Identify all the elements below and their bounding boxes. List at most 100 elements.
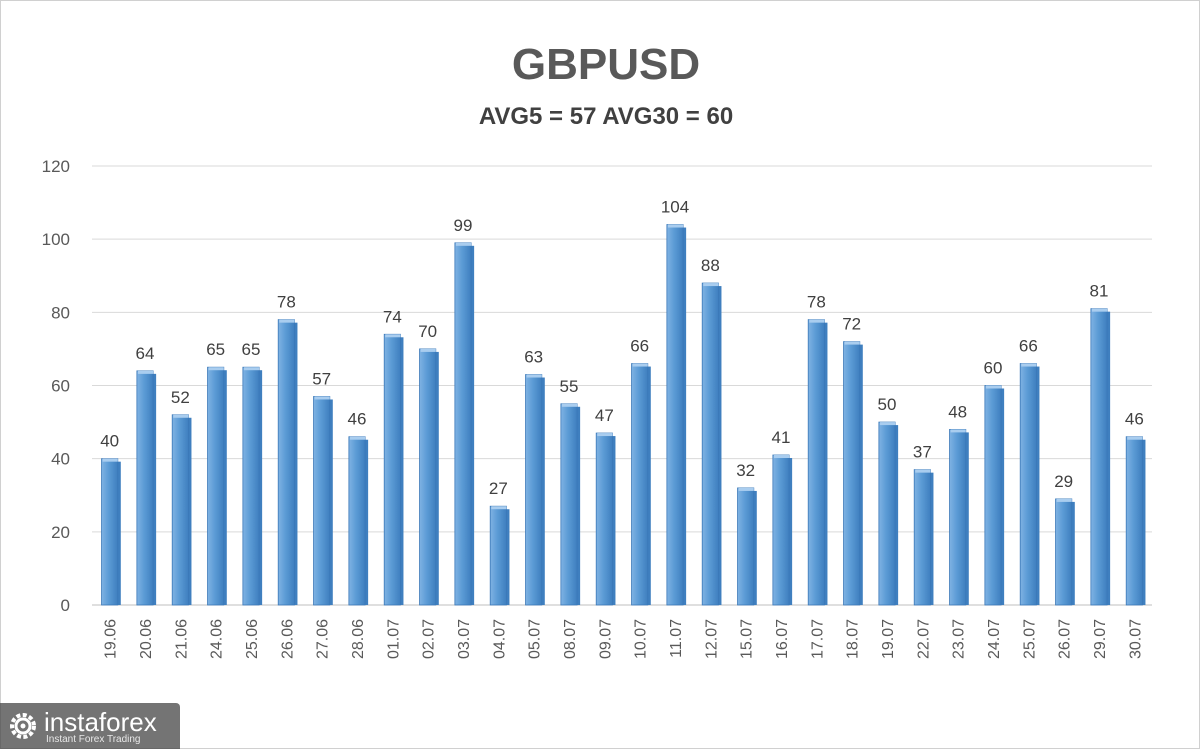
bar bbox=[984, 385, 1002, 606]
bar bbox=[843, 341, 861, 606]
bar-side bbox=[259, 370, 263, 605]
chart-subtitle: AVG5 = 57 AVG30 = 60 bbox=[478, 103, 734, 130]
watermark: instaforex Instant Forex Trading bbox=[0, 703, 180, 749]
bar-top bbox=[773, 455, 790, 459]
bar-top bbox=[314, 396, 330, 400]
data-label: 78 bbox=[807, 293, 826, 312]
bar-side bbox=[930, 472, 934, 605]
data-label: 104 bbox=[661, 198, 689, 217]
data-label: 50 bbox=[878, 395, 897, 414]
bar-side bbox=[647, 366, 651, 605]
bar-side bbox=[753, 490, 757, 605]
bar bbox=[348, 436, 366, 606]
bar bbox=[383, 333, 401, 606]
bar bbox=[525, 374, 543, 606]
bar-top bbox=[243, 367, 260, 371]
bar-side bbox=[329, 399, 333, 605]
x-tick-label: 20.06 bbox=[138, 619, 155, 659]
data-label: 66 bbox=[630, 337, 649, 356]
data-labels: 40 64 52 65 65 78 57 46 74 70 99 27 63 55 47 66 104 88 32 4… bbox=[100, 198, 1144, 499]
data-label: 88 bbox=[701, 256, 720, 275]
data-label: 70 bbox=[418, 322, 437, 341]
data-label: 65 bbox=[242, 340, 261, 359]
bar-side bbox=[153, 373, 157, 605]
y-tick-label: 20 bbox=[51, 523, 70, 542]
data-label: 65 bbox=[206, 340, 225, 359]
bar bbox=[136, 370, 154, 606]
y-axis-ticks: 0 20 40 60 80 100 120 bbox=[42, 157, 70, 615]
data-label: 46 bbox=[1125, 410, 1144, 429]
bar bbox=[207, 366, 225, 606]
bar-top bbox=[844, 341, 860, 345]
bar-top bbox=[1021, 363, 1037, 367]
x-tick-label: 25.07 bbox=[1021, 619, 1038, 659]
bar-top bbox=[137, 370, 154, 374]
x-tick-label: 15.07 bbox=[739, 619, 756, 659]
bar-top bbox=[667, 224, 684, 228]
data-label: 41 bbox=[772, 428, 791, 447]
x-tick-label: 11.07 bbox=[668, 619, 685, 658]
x-tick-label: 04.07 bbox=[491, 619, 508, 659]
data-label: 63 bbox=[524, 348, 543, 367]
y-tick-label: 60 bbox=[51, 377, 70, 396]
data-label: 64 bbox=[136, 344, 155, 363]
bar bbox=[737, 487, 755, 606]
bar-top bbox=[561, 403, 578, 407]
data-label: 52 bbox=[171, 388, 190, 407]
bar-top bbox=[632, 363, 648, 367]
watermark-name: instaforex bbox=[44, 707, 157, 737]
bar-side bbox=[1142, 439, 1146, 605]
data-label: 29 bbox=[1054, 472, 1073, 491]
bar-side bbox=[1001, 388, 1005, 605]
x-tick-label: 21.06 bbox=[173, 619, 190, 659]
x-tick-label: 23.07 bbox=[951, 619, 968, 659]
bar-side bbox=[365, 439, 369, 605]
x-tick-label: 03.07 bbox=[456, 619, 473, 659]
bar-side bbox=[612, 436, 616, 605]
bar-side bbox=[471, 245, 475, 605]
y-tick-label: 0 bbox=[61, 596, 70, 615]
data-label: 60 bbox=[984, 359, 1003, 378]
x-tick-label: 16.07 bbox=[774, 619, 791, 659]
x-tick-label: 08.07 bbox=[562, 619, 579, 659]
x-tick-label: 25.06 bbox=[244, 619, 261, 659]
bar-top bbox=[491, 506, 507, 510]
chart-title: GBPUSD bbox=[511, 40, 701, 89]
bar bbox=[1125, 436, 1143, 606]
bar-top bbox=[420, 348, 436, 352]
data-label: 48 bbox=[948, 402, 967, 421]
x-tick-label: 09.07 bbox=[597, 619, 614, 659]
bar-side bbox=[294, 322, 298, 605]
x-tick-label: 24.06 bbox=[209, 619, 226, 659]
x-tick-label: 29.07 bbox=[1092, 619, 1109, 659]
data-label: 74 bbox=[383, 307, 402, 326]
bar-top bbox=[526, 374, 542, 378]
bar-top bbox=[385, 334, 401, 338]
bar-side bbox=[895, 425, 899, 605]
x-tick-label: 26.07 bbox=[1057, 619, 1074, 659]
data-label: 40 bbox=[100, 432, 119, 451]
data-label: 81 bbox=[1090, 282, 1109, 301]
bar-side bbox=[1107, 311, 1111, 605]
gear-icon bbox=[10, 713, 36, 739]
bar-side bbox=[400, 337, 404, 605]
bar bbox=[560, 403, 578, 606]
data-label: 27 bbox=[489, 479, 508, 498]
x-tick-label: 19.06 bbox=[103, 619, 120, 659]
bar bbox=[242, 366, 260, 606]
data-label: 72 bbox=[842, 315, 861, 334]
bar-side bbox=[117, 461, 121, 605]
bar bbox=[313, 396, 331, 606]
bar-side bbox=[1036, 366, 1040, 605]
y-tick-label: 100 bbox=[42, 230, 70, 249]
bar bbox=[595, 432, 613, 606]
watermark-tagline: Instant Forex Trading bbox=[46, 734, 141, 745]
y-tick-label: 80 bbox=[51, 303, 70, 322]
data-label: 57 bbox=[312, 369, 331, 388]
bar-top bbox=[279, 319, 295, 323]
bar-side bbox=[577, 406, 581, 605]
bar-top bbox=[597, 433, 613, 437]
bar bbox=[1019, 363, 1037, 606]
